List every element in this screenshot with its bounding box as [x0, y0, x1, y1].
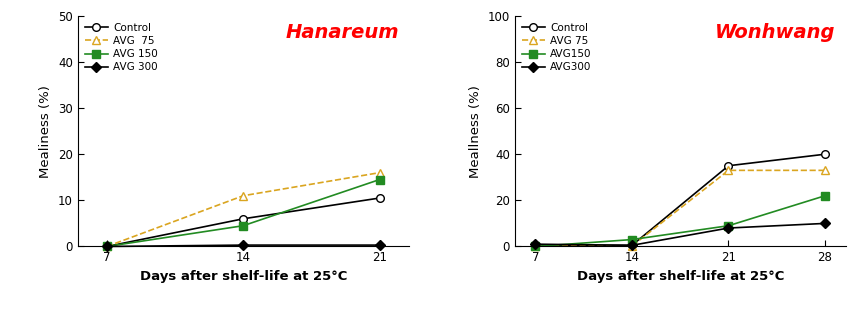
- AVG300: [627, 243, 637, 247]
- Y-axis label: Mealiness (%): Mealiness (%): [40, 85, 53, 178]
- Control: [238, 217, 249, 221]
- AVG 75: [627, 244, 637, 248]
- AVG 75: [723, 168, 734, 172]
- Text: Wonhwang: Wonhwang: [715, 23, 835, 42]
- AVG300: [820, 222, 830, 225]
- Control: [375, 196, 385, 200]
- Text: Hanareum: Hanareum: [285, 23, 399, 42]
- Legend: Control, AVG 75, AVG150, AVG300: Control, AVG 75, AVG150, AVG300: [519, 20, 595, 76]
- AVG  75: [102, 245, 112, 248]
- X-axis label: Days after shelf-life at 25°C: Days after shelf-life at 25°C: [140, 270, 347, 283]
- Control: [530, 243, 540, 247]
- AVG 75: [820, 168, 830, 172]
- Control: [102, 245, 112, 248]
- AVG 150: [238, 224, 249, 228]
- AVG150: [723, 224, 734, 228]
- Control: [627, 243, 637, 247]
- AVG 300: [238, 243, 249, 247]
- AVG  75: [238, 194, 249, 198]
- Line: AVG 300: AVG 300: [103, 241, 383, 250]
- AVG 75: [530, 244, 540, 248]
- Line: Control: Control: [103, 194, 383, 250]
- AVG300: [723, 226, 734, 230]
- AVG 150: [375, 178, 385, 181]
- X-axis label: Days after shelf-life at 25°C: Days after shelf-life at 25°C: [576, 270, 784, 283]
- Control: [820, 152, 830, 156]
- Control: [723, 164, 734, 168]
- AVG 300: [102, 245, 112, 248]
- AVG150: [530, 245, 540, 248]
- Line: AVG 150: AVG 150: [103, 176, 383, 250]
- AVG 300: [375, 243, 385, 247]
- AVG150: [627, 238, 637, 241]
- Legend: Control, AVG  75, AVG 150, AVG 300: Control, AVG 75, AVG 150, AVG 300: [82, 20, 161, 76]
- AVG  75: [375, 171, 385, 174]
- Line: AVG  75: AVG 75: [103, 169, 383, 250]
- Line: AVG150: AVG150: [532, 192, 828, 250]
- Line: Control: Control: [532, 150, 828, 249]
- Line: AVG300: AVG300: [532, 220, 828, 249]
- Line: AVG 75: AVG 75: [532, 167, 828, 250]
- AVG150: [820, 194, 830, 198]
- Y-axis label: Meallness (%): Meallness (%): [469, 85, 482, 178]
- AVG 150: [102, 245, 112, 248]
- AVG300: [530, 242, 540, 246]
